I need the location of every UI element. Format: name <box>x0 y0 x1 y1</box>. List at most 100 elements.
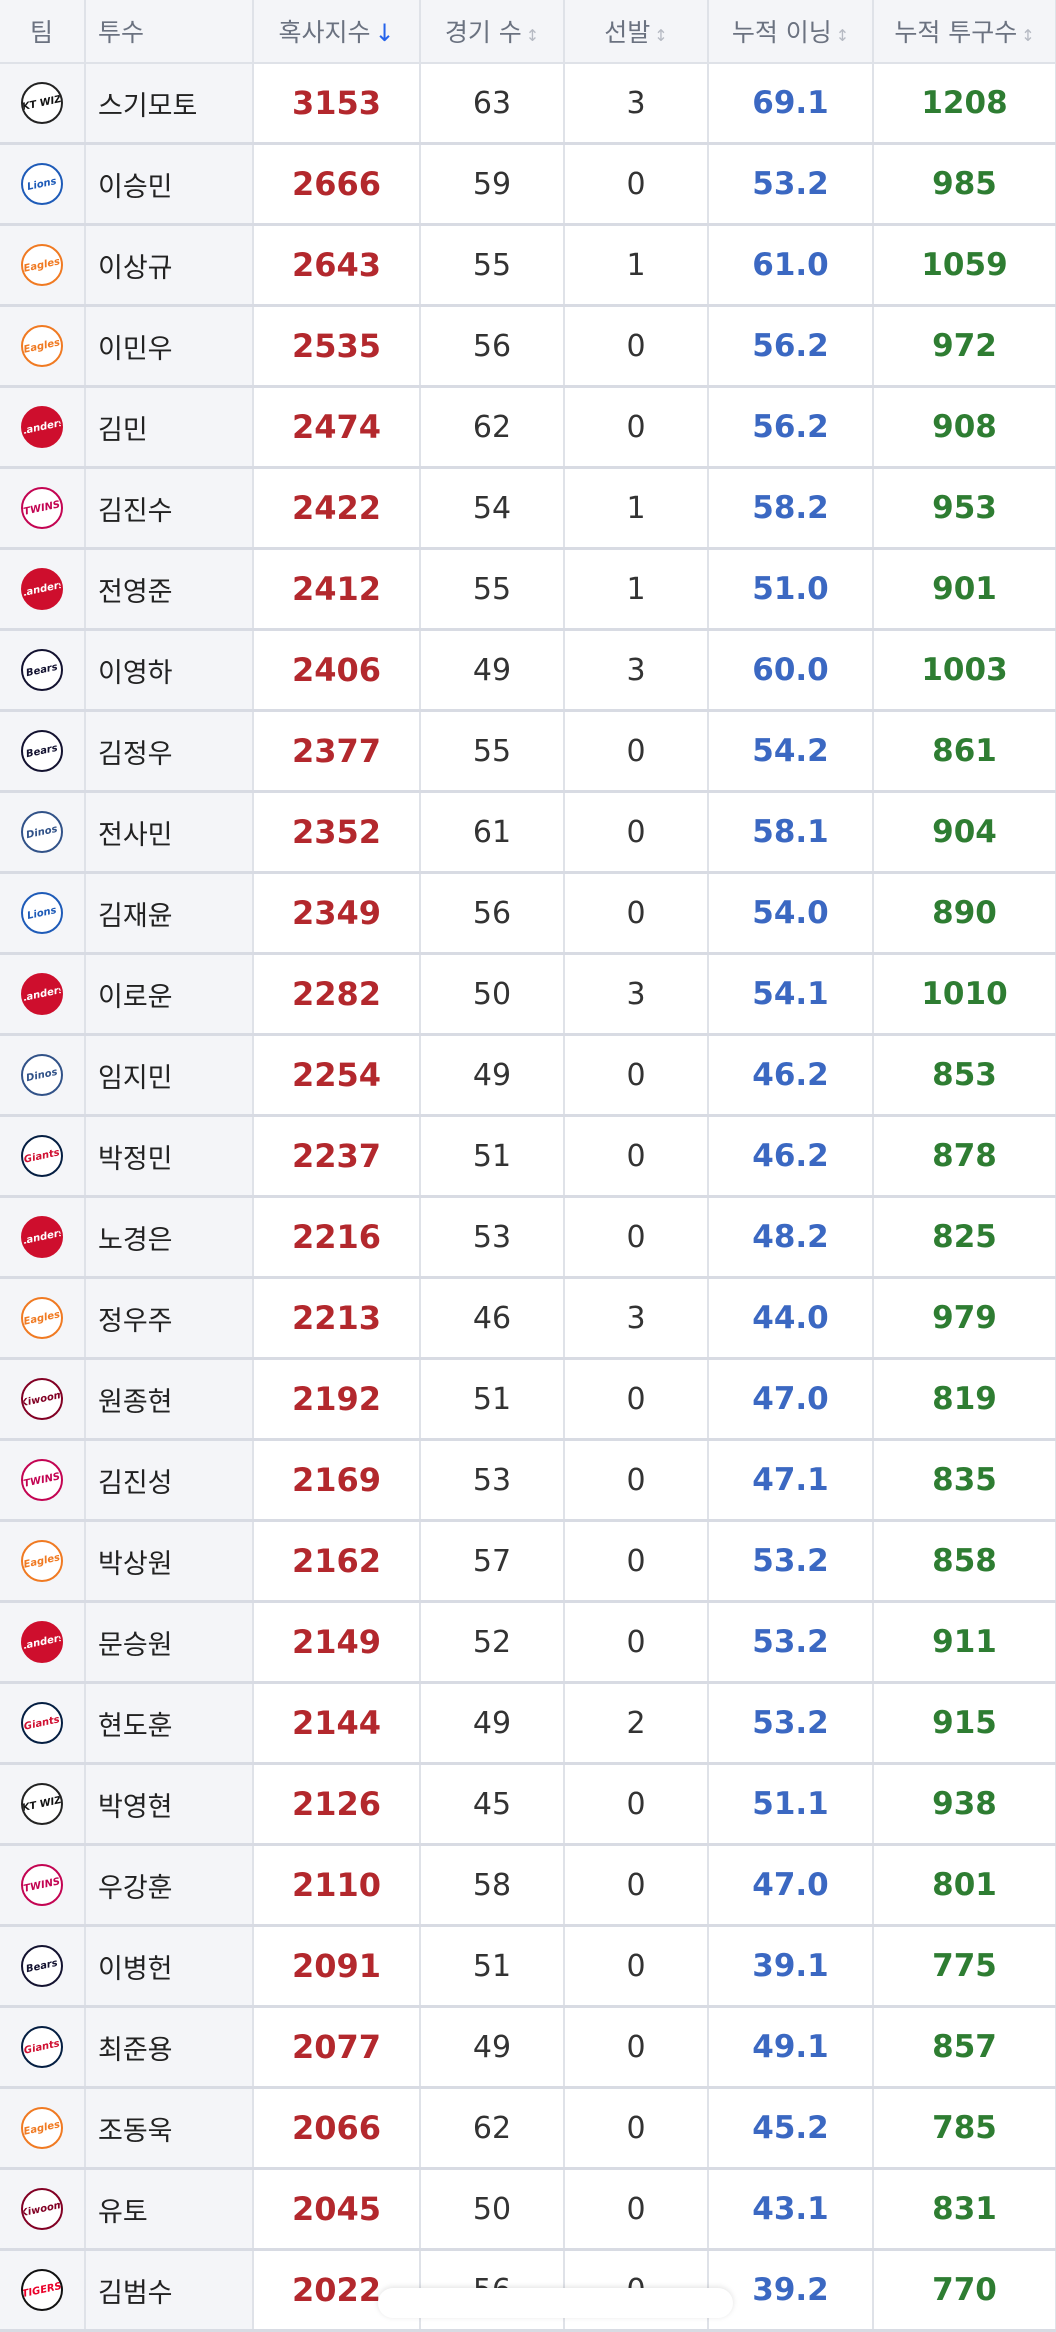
pitcher-name[interactable]: 이상규 <box>85 224 254 307</box>
header-innings[interactable]: 누적 이닝 ↕ <box>708 0 874 64</box>
pitch-count: 1010 <box>873 953 1056 1036</box>
lions-logo-icon: Lions <box>21 163 63 205</box>
table-row[interactable]: Lions 이승민 2666 59 0 53.2 985 <box>0 143 1056 226</box>
pitch-count: 904 <box>873 791 1056 874</box>
pitcher-name[interactable]: 김재윤 <box>85 872 254 955</box>
pitcher-name[interactable]: 이민우 <box>85 305 254 388</box>
sort-icon[interactable]: ↕ <box>525 26 540 45</box>
eagles-logo-icon: Eagles <box>21 2107 63 2149</box>
pitcher-name[interactable]: 이승민 <box>85 143 254 226</box>
table-row[interactable]: KT WIZ 박영현 2126 45 0 51.1 938 <box>0 1763 1056 1846</box>
twins-logo-icon: TWINS <box>21 487 63 529</box>
pitcher-name[interactable]: 문승원 <box>85 1601 254 1684</box>
pitcher-name[interactable]: 현도훈 <box>85 1682 254 1765</box>
pitcher-name[interactable]: 박영현 <box>85 1763 254 1846</box>
table-row[interactable]: Eagles 정우주 2213 46 3 44.0 979 <box>0 1277 1056 1360</box>
table-row[interactable]: Dinos 임지민 2254 49 0 46.2 853 <box>0 1034 1056 1117</box>
table-row[interactable]: Eagles 박상원 2162 57 0 53.2 858 <box>0 1520 1056 1603</box>
pitch-count: 908 <box>873 386 1056 469</box>
pitcher-name[interactable]: 조동욱 <box>85 2087 254 2170</box>
table-row[interactable]: Kiwoom 원종현 2192 51 0 47.0 819 <box>0 1358 1056 1441</box>
table-row[interactable]: Landers 김민 2474 62 0 56.2 908 <box>0 386 1056 469</box>
pitcher-name[interactable]: 김정우 <box>85 710 254 793</box>
workload-index: 2216 <box>253 1196 421 1279</box>
pitcher-name[interactable]: 박상원 <box>85 1520 254 1603</box>
workload-index: 2412 <box>253 548 421 631</box>
table-row[interactable]: Giants 박정민 2237 51 0 46.2 878 <box>0 1115 1056 1198</box>
table-row[interactable]: Eagles 이민우 2535 56 0 56.2 972 <box>0 305 1056 388</box>
table-row[interactable]: Giants 최준용 2077 49 0 49.1 857 <box>0 2006 1056 2089</box>
team-logo-wordmark: Eagles <box>22 1552 62 1571</box>
pitcher-name[interactable]: 최준용 <box>85 2006 254 2089</box>
pitcher-name[interactable]: 전사민 <box>85 791 254 874</box>
pitch-count: 857 <box>873 2006 1056 2089</box>
pitcher-name[interactable]: 유토 <box>85 2168 254 2251</box>
starts-count: 0 <box>564 1358 709 1441</box>
pitcher-name[interactable]: 김진성 <box>85 1439 254 1522</box>
table-row[interactable]: Lions 김재윤 2349 56 0 54.0 890 <box>0 872 1056 955</box>
innings-pitched: 56.2 <box>708 305 874 388</box>
pitcher-name[interactable]: 원종현 <box>85 1358 254 1441</box>
pitcher-name[interactable]: 김범수 <box>85 2249 254 2332</box>
starts-count: 0 <box>564 386 709 469</box>
table-row[interactable]: Landers 이로운 2282 50 3 54.1 1010 <box>0 953 1056 1036</box>
team-cell: Lions <box>0 143 86 226</box>
games-count: 50 <box>420 953 565 1036</box>
games-count: 49 <box>420 1682 565 1765</box>
pitcher-name[interactable]: 노경은 <box>85 1196 254 1279</box>
innings-pitched: 43.1 <box>708 2168 874 2251</box>
innings-pitched: 56.2 <box>708 386 874 469</box>
table-row[interactable]: TWINS 김진성 2169 53 0 47.1 835 <box>0 1439 1056 1522</box>
table-row[interactable]: Bears 이병헌 2091 51 0 39.1 775 <box>0 1925 1056 2008</box>
team-logo-wordmark: Landers <box>21 1632 63 1653</box>
table-row[interactable]: TWINS 우강훈 2110 58 0 47.0 801 <box>0 1844 1056 1927</box>
pitcher-name[interactable]: 이병헌 <box>85 1925 254 2008</box>
sort-desc-icon[interactable]: ↓ <box>374 19 395 47</box>
table-row[interactable]: Bears 이영하 2406 49 3 60.0 1003 <box>0 629 1056 712</box>
table-row[interactable]: Landers 문승원 2149 52 0 53.2 911 <box>0 1601 1056 1684</box>
bottom-sheet-handle[interactable] <box>378 2288 733 2318</box>
landers-logo-icon: Landers <box>21 406 63 448</box>
starts-count: 0 <box>564 2006 709 2089</box>
table-row[interactable]: Landers 노경은 2216 53 0 48.2 825 <box>0 1196 1056 1279</box>
pitcher-name[interactable]: 이영하 <box>85 629 254 712</box>
sort-icon[interactable]: ↕ <box>1021 26 1035 45</box>
header-starts[interactable]: 선발 ↕ <box>564 0 709 64</box>
pitcher-name[interactable]: 박정민 <box>85 1115 254 1198</box>
pitcher-name[interactable]: 김민 <box>85 386 254 469</box>
header-games[interactable]: 경기 수 ↕ <box>420 0 565 64</box>
pitcher-name[interactable]: 정우주 <box>85 1277 254 1360</box>
pitcher-name[interactable]: 임지민 <box>85 1034 254 1117</box>
sort-icon[interactable]: ↕ <box>835 26 850 45</box>
games-count: 59 <box>420 143 565 226</box>
games-count: 62 <box>420 386 565 469</box>
table-row[interactable]: Bears 김정우 2377 55 0 54.2 861 <box>0 710 1056 793</box>
table-row[interactable]: Eagles 이상규 2643 55 1 61.0 1059 <box>0 224 1056 307</box>
header-pitches[interactable]: 누적 투구수 ↕ <box>873 0 1056 64</box>
innings-pitched: 58.1 <box>708 791 874 874</box>
pitcher-name[interactable]: 전영준 <box>85 548 254 631</box>
table-row[interactable]: KT WIZ 스기모토 3153 63 3 69.1 1208 <box>0 63 1056 145</box>
innings-pitched: 58.2 <box>708 467 874 550</box>
sort-icon[interactable]: ↕ <box>654 26 668 45</box>
innings-pitched: 53.2 <box>708 1601 874 1684</box>
table-row[interactable]: Giants 현도훈 2144 49 2 53.2 915 <box>0 1682 1056 1765</box>
team-logo-wordmark: Giants <box>23 2038 61 2057</box>
giants-logo-icon: Giants <box>21 1702 63 1744</box>
pitcher-name[interactable]: 김진수 <box>85 467 254 550</box>
games-count: 54 <box>420 467 565 550</box>
team-logo-wordmark: Kiwoom <box>21 1389 63 1410</box>
workload-index: 2045 <box>253 2168 421 2251</box>
table-row[interactable]: Kiwoom 유토 2045 50 0 43.1 831 <box>0 2168 1056 2251</box>
header-index[interactable]: 혹사지수 ↓ <box>253 0 421 64</box>
table-row[interactable]: TWINS 김진수 2422 54 1 58.2 953 <box>0 467 1056 550</box>
workload-index: 2422 <box>253 467 421 550</box>
table-row[interactable]: Eagles 조동욱 2066 62 0 45.2 785 <box>0 2087 1056 2170</box>
table-row[interactable]: Landers 전영준 2412 55 1 51.0 901 <box>0 548 1056 631</box>
pitcher-name[interactable]: 스기모토 <box>85 63 254 145</box>
pitcher-name[interactable]: 우강훈 <box>85 1844 254 1927</box>
table-row[interactable]: Dinos 전사민 2352 61 0 58.1 904 <box>0 791 1056 874</box>
games-count: 50 <box>420 2168 565 2251</box>
pitcher-name[interactable]: 이로운 <box>85 953 254 1036</box>
workload-index: 2535 <box>253 305 421 388</box>
